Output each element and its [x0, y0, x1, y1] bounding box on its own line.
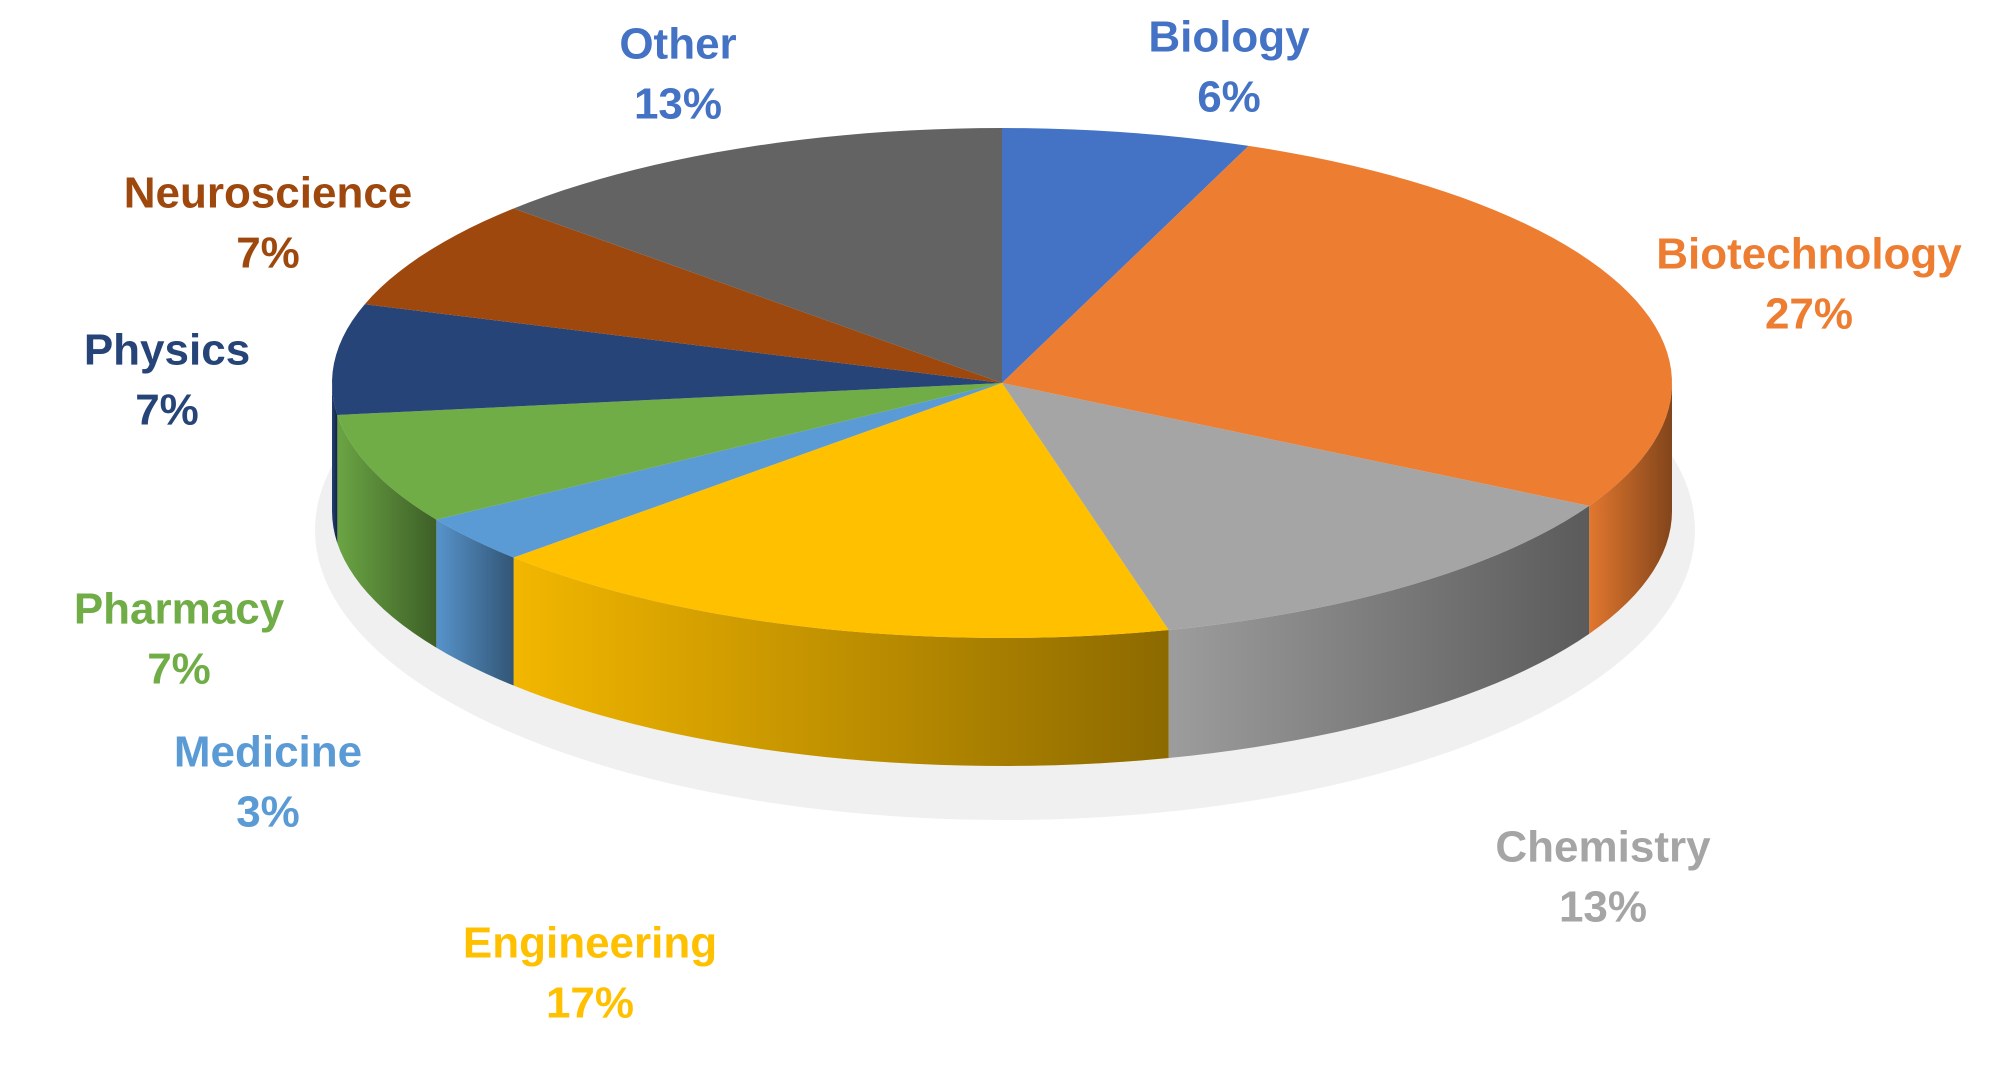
- slice: [513, 128, 1002, 383]
- slice: [1002, 383, 1590, 630]
- data-label-value: 17%: [546, 979, 634, 1028]
- slice: [1002, 145, 1672, 506]
- data-label-name: Other: [619, 20, 736, 69]
- data-label-name: Engineering: [463, 919, 717, 968]
- data-label-value: 27%: [1765, 290, 1853, 339]
- slice-side-shade: [332, 383, 338, 543]
- data-label-value: 7%: [135, 386, 199, 435]
- slice-side-shade: [1589, 383, 1672, 634]
- data-label-name: Biotechnology: [1656, 230, 1962, 279]
- slice-side-shade: [513, 557, 1169, 766]
- data-label-value: 13%: [634, 80, 722, 129]
- slice: [364, 208, 1003, 383]
- slice-side-shade: [436, 519, 514, 686]
- data-label-value: 6%: [1197, 73, 1261, 122]
- slice: [513, 383, 1169, 638]
- slice: [332, 304, 1002, 415]
- data-label-name: Pharmacy: [74, 585, 285, 634]
- slice: [436, 383, 1002, 558]
- slice: [337, 383, 1002, 520]
- slice-side-shade: [337, 414, 437, 648]
- data-label-value: 13%: [1559, 883, 1647, 932]
- slice: [1002, 128, 1249, 383]
- data-label-name: Chemistry: [1495, 823, 1711, 872]
- data-label-name: Neuroscience: [124, 169, 413, 218]
- data-label-value: 3%: [236, 788, 300, 837]
- data-label-value: 7%: [236, 229, 300, 278]
- data-label-name: Medicine: [174, 728, 362, 777]
- slice-side-shade: [1168, 505, 1590, 758]
- data-label-value: 7%: [147, 645, 211, 694]
- data-label-name: Biology: [1148, 13, 1310, 62]
- data-label-name: Physics: [84, 326, 250, 375]
